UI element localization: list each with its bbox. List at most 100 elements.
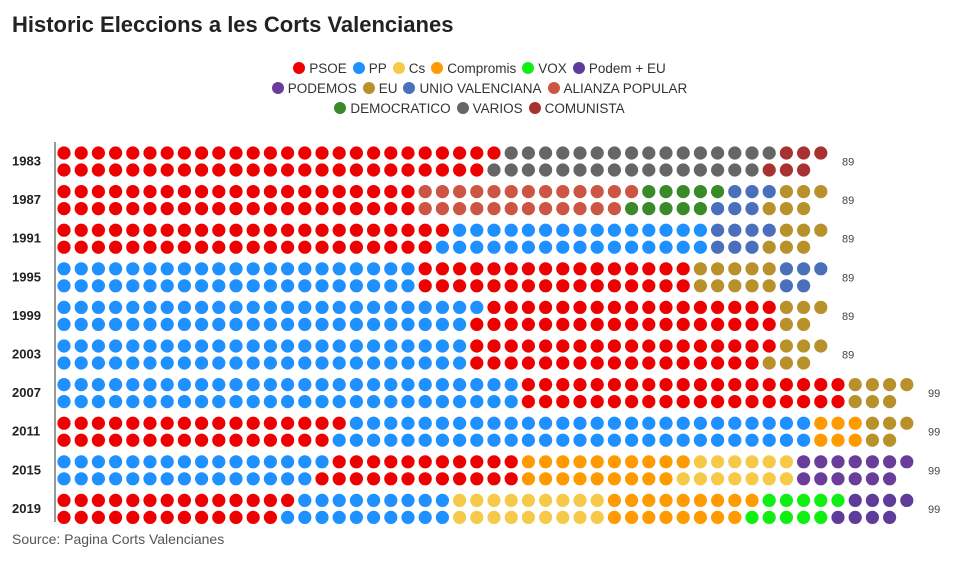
seat-dot bbox=[865, 433, 880, 447]
seat-dot bbox=[642, 356, 656, 370]
seat-dot bbox=[504, 455, 518, 469]
seat-dot bbox=[91, 356, 105, 370]
seat-dot bbox=[367, 378, 381, 392]
seat-dot bbox=[91, 510, 105, 524]
seat-dot bbox=[831, 395, 845, 409]
seat-dot bbox=[504, 317, 518, 331]
seat-dot bbox=[229, 317, 243, 331]
seat-dot bbox=[831, 472, 845, 486]
seat-dot bbox=[126, 378, 140, 392]
seat-dot bbox=[642, 163, 656, 177]
seat-dot bbox=[590, 146, 604, 160]
seat-dot bbox=[711, 300, 725, 314]
seat-dot bbox=[487, 455, 501, 469]
seat-dot bbox=[504, 223, 518, 237]
seat-dot bbox=[177, 279, 191, 293]
seat-dot bbox=[556, 262, 570, 276]
seat-dot bbox=[745, 317, 759, 331]
year-label: 1999 bbox=[12, 308, 41, 323]
seat-dot bbox=[160, 163, 174, 177]
seat-dot bbox=[367, 472, 381, 486]
seat-dot bbox=[349, 163, 363, 177]
seat-dot bbox=[57, 339, 71, 353]
seat-dot bbox=[57, 416, 71, 430]
seat-dot bbox=[539, 300, 553, 314]
seat-dot bbox=[539, 202, 553, 216]
seat-dot bbox=[642, 185, 656, 199]
seat-dot bbox=[298, 378, 312, 392]
seat-dot bbox=[470, 300, 484, 314]
seat-dot bbox=[401, 356, 415, 370]
seat-dot bbox=[435, 146, 449, 160]
seat-dot bbox=[401, 262, 415, 276]
seat-dot bbox=[298, 240, 312, 254]
seat-dot bbox=[332, 163, 346, 177]
seat-dot bbox=[160, 223, 174, 237]
seat-dot bbox=[487, 262, 501, 276]
seat-dot bbox=[315, 433, 329, 447]
seat-dot bbox=[349, 339, 363, 353]
seat-dot bbox=[315, 223, 329, 237]
seat-dot bbox=[625, 279, 639, 293]
seat-dot bbox=[298, 262, 312, 276]
seat-dot bbox=[126, 300, 140, 314]
seat-dot bbox=[453, 472, 467, 486]
seat-dot bbox=[315, 240, 329, 254]
seat-dot bbox=[556, 339, 570, 353]
seat-dot bbox=[470, 510, 484, 524]
seat-dot bbox=[367, 339, 381, 353]
seat-dot bbox=[521, 185, 536, 199]
seat-dot bbox=[779, 146, 794, 160]
seat-dot bbox=[487, 339, 501, 353]
seat-dot bbox=[281, 202, 295, 216]
seat-dot bbox=[676, 202, 690, 216]
seat-dot bbox=[556, 510, 570, 524]
seat-dot bbox=[625, 146, 639, 160]
seat-dot bbox=[91, 202, 105, 216]
seat-dot bbox=[57, 493, 71, 507]
seat-dot bbox=[590, 395, 604, 409]
seat-dot bbox=[693, 493, 708, 507]
seat-dot bbox=[607, 339, 622, 353]
seat-dot bbox=[728, 185, 742, 199]
seat-dot bbox=[453, 223, 467, 237]
seat-dot bbox=[625, 317, 639, 331]
legend-label: PSOE bbox=[309, 60, 347, 76]
seat-dot bbox=[470, 185, 484, 199]
seat-dot bbox=[57, 279, 71, 293]
seat-dot bbox=[539, 416, 553, 430]
seat-dot bbox=[177, 223, 191, 237]
legend: PSOE PP Cs Compromis VOX Podem + EU PODEMOS EU U… bbox=[0, 58, 959, 118]
seat-dot bbox=[143, 395, 157, 409]
legend-label: COMUNISTA bbox=[544, 100, 625, 116]
seat-dot bbox=[91, 223, 105, 237]
seat-dot bbox=[281, 163, 295, 177]
seat-dot bbox=[453, 510, 467, 524]
seat-dot bbox=[57, 455, 71, 469]
seat-dot bbox=[711, 433, 725, 447]
seat-dot bbox=[573, 202, 587, 216]
seat-dot bbox=[315, 356, 329, 370]
seat-dot bbox=[435, 339, 449, 353]
seat-dot bbox=[160, 510, 174, 524]
seat-dot bbox=[91, 163, 105, 177]
seat-dot bbox=[659, 339, 673, 353]
seat-dot bbox=[453, 240, 467, 254]
seat-dot bbox=[143, 455, 157, 469]
seat-dot bbox=[281, 223, 295, 237]
seat-dot bbox=[143, 472, 157, 486]
seat-dot bbox=[659, 223, 673, 237]
seat-dot bbox=[367, 185, 381, 199]
seat-dot bbox=[212, 202, 226, 216]
seat-dot bbox=[177, 339, 191, 353]
seat-dot bbox=[470, 395, 484, 409]
seat-dot bbox=[797, 185, 811, 199]
seat-dot bbox=[229, 493, 243, 507]
seat-dot bbox=[246, 510, 260, 524]
seat-dot bbox=[728, 378, 742, 392]
seat-dot bbox=[625, 493, 639, 507]
seat-dot bbox=[487, 223, 501, 237]
seat-dot bbox=[109, 433, 123, 447]
seat-dot bbox=[418, 472, 432, 486]
seat-dot bbox=[865, 378, 880, 392]
